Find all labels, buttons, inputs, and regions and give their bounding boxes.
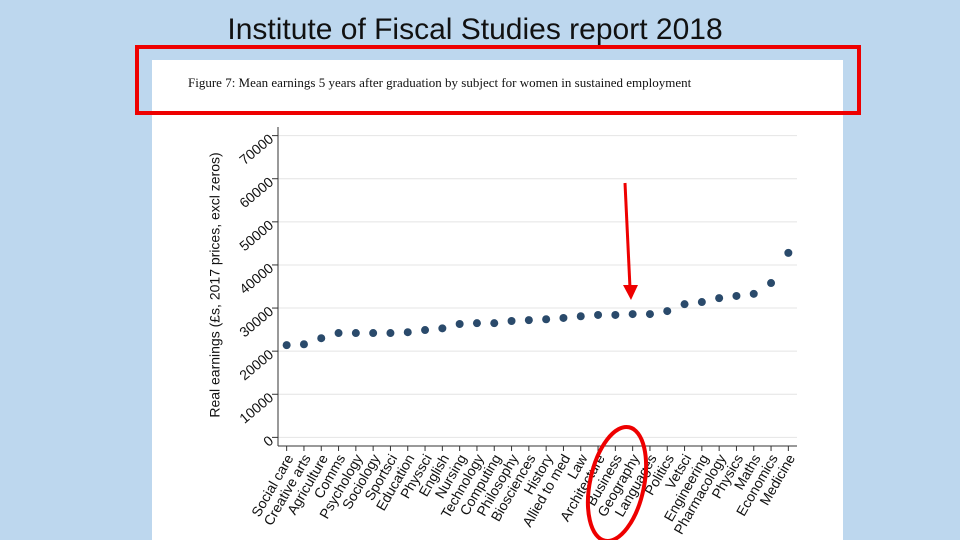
point [732,291,741,300]
point [611,310,620,319]
point [299,340,308,349]
point [369,329,378,338]
point [680,300,689,309]
point [749,289,758,298]
point [438,324,447,333]
point [784,248,793,257]
y-axis-label: Real earnings (£s, 2017 prices, excl zer… [207,152,223,417]
point [542,315,551,324]
point [282,341,291,350]
point [594,310,603,319]
point [317,334,326,343]
point [715,294,724,303]
figure-caption: Figure 7: Mean earnings 5 years after gr… [188,75,692,90]
point [351,329,360,338]
annotation-arrowhead [623,285,638,300]
point [403,328,412,337]
point [559,313,568,322]
slide-title: Institute of Fiscal Studies report 2018 [227,13,722,46]
point [386,329,395,338]
point [767,279,776,288]
point [334,329,343,338]
highlight-ellipse [585,424,649,540]
figure-panel [152,60,843,540]
point [576,312,585,321]
point [472,319,481,328]
point [697,298,706,307]
point [490,319,499,328]
point [455,320,464,329]
highlight-box [135,45,861,115]
point [421,326,430,335]
point [524,316,533,325]
point [628,310,637,319]
point [645,310,654,319]
annotation-arrow [623,182,632,289]
point [663,307,672,316]
point [507,316,516,325]
